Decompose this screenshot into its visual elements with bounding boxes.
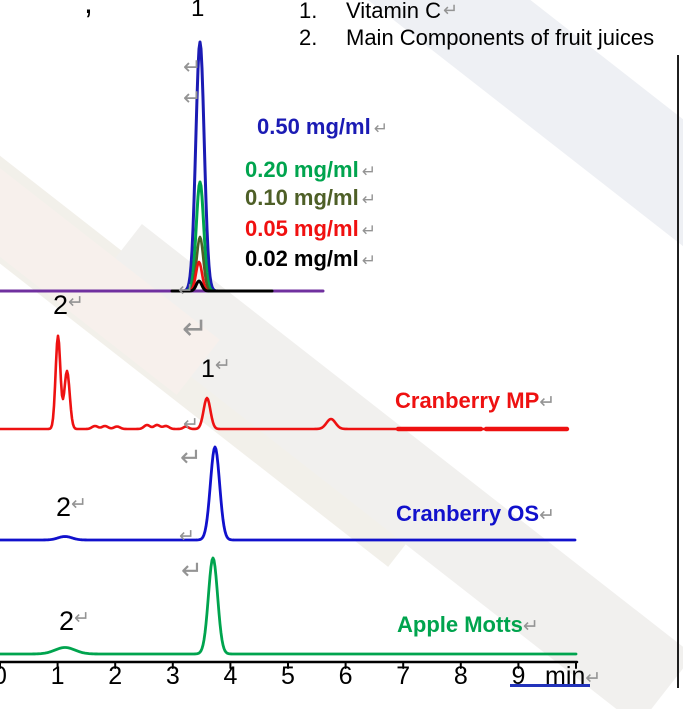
- return-mark-icon: ↵: [179, 526, 195, 547]
- legend-item-text: Vitamin C: [346, 0, 441, 23]
- x-axis-tick-label: 5: [281, 662, 295, 690]
- concentration-value: 0.20 mg/ml: [245, 157, 359, 182]
- concentration-label: 0.20 mg/ml ↵: [245, 157, 376, 183]
- concentration-value: 0.05 mg/ml: [245, 216, 359, 241]
- standard-trace-0.50-mg/ml: [172, 40, 230, 293]
- x-axis-tick-label: 4: [223, 662, 238, 690]
- concentration-value: 0.50 mg/ml: [257, 114, 371, 139]
- return-mark-icon: ↵: [442, 0, 459, 20]
- return-mark-icon: ↵: [522, 616, 539, 637]
- return-mark-icon: ↵: [74, 608, 90, 629]
- x-axis-tick-label: 9: [511, 662, 526, 690]
- sample-label-cranberry-os: Cranberry OS↵: [396, 501, 555, 526]
- return-mark-icon: ↵: [361, 190, 376, 209]
- return-mark-icon: ↵: [361, 251, 376, 270]
- x-axis-tick-label: 6: [338, 662, 353, 690]
- x-axis-tick-label: 3: [165, 662, 180, 690]
- x-axis-tick-label: 1: [50, 662, 65, 690]
- return-mark-icon: ↵: [180, 442, 202, 472]
- legend-item-2: 2. Main Components of fruit juices: [299, 24, 654, 51]
- concentration-label: 0.10 mg/ml ↵: [245, 185, 376, 211]
- cranberry-os-peak2-label: 2↵: [56, 492, 87, 522]
- return-mark-icon: ↵: [214, 355, 231, 376]
- apple-motts-peak2-label: 2↵: [59, 606, 90, 636]
- legend-item-text: Main Components of fruit juices: [346, 25, 655, 50]
- concentration-value: 0.10 mg/ml: [245, 185, 359, 210]
- return-mark-icon: ↵: [361, 221, 376, 240]
- return-mark-icon: ↵: [183, 85, 202, 110]
- return-mark-icon: ↵: [71, 494, 87, 515]
- text-frame-border: [677, 55, 679, 688]
- cutoff-text-fragment: ,: [84, 0, 93, 20]
- trace-cranberry-mp: [0, 334, 569, 431]
- cranberry-mp-peak1-label: 1↵: [201, 355, 231, 383]
- concentration-value: 0.02 mg/ml: [245, 246, 359, 271]
- return-mark-icon: ↵: [183, 414, 199, 435]
- legend-list: 1. Vitamin C ↵ 2. Main Components of fru…: [299, 0, 654, 51]
- sample-label-apple-motts: Apple Motts↵: [397, 612, 539, 637]
- return-mark-icon: ↵: [183, 54, 202, 79]
- return-mark-icon: ↵: [585, 668, 602, 689]
- concentration-label: 0.05 mg/ml ↵: [245, 216, 376, 242]
- trace-cranberry-os: [0, 445, 577, 542]
- legend-item-number: 1.: [299, 0, 318, 23]
- trace-apple-motts: [0, 556, 578, 656]
- x-axis-tick-label: 8: [453, 662, 468, 690]
- legend-item-1: 1. Vitamin C ↵: [299, 0, 654, 24]
- standard-trace-0.02-mg/ml: [170, 279, 274, 293]
- return-mark-icon: ↵: [178, 280, 194, 301]
- return-mark-icon: ↵: [539, 392, 556, 413]
- return-mark-icon: ↵: [539, 505, 555, 526]
- x-axis-tick-label: 0: [0, 662, 7, 691]
- concentration-label: 0.02 mg/ml ↵: [245, 246, 376, 272]
- x-axis-tick-label: 7: [396, 662, 411, 690]
- concentration-label: 0.50 mg/ml ↵: [257, 114, 388, 140]
- return-mark-icon: ↵: [181, 555, 203, 585]
- return-mark-icon: ↵: [182, 311, 208, 346]
- standards-peak2-label: 2↵: [53, 290, 84, 320]
- return-mark-icon: ↵: [373, 119, 388, 138]
- return-mark-icon: ↵: [361, 162, 376, 181]
- axis-unit-underline: [510, 684, 590, 687]
- standards-peak1-label: 1: [191, 0, 205, 22]
- return-mark-icon: ↵: [68, 292, 84, 313]
- sample-label-cranberry-mp: Cranberry MP↵: [395, 388, 556, 413]
- legend-item-number: 2.: [299, 25, 318, 50]
- x-axis-tick-label: 2: [108, 662, 123, 690]
